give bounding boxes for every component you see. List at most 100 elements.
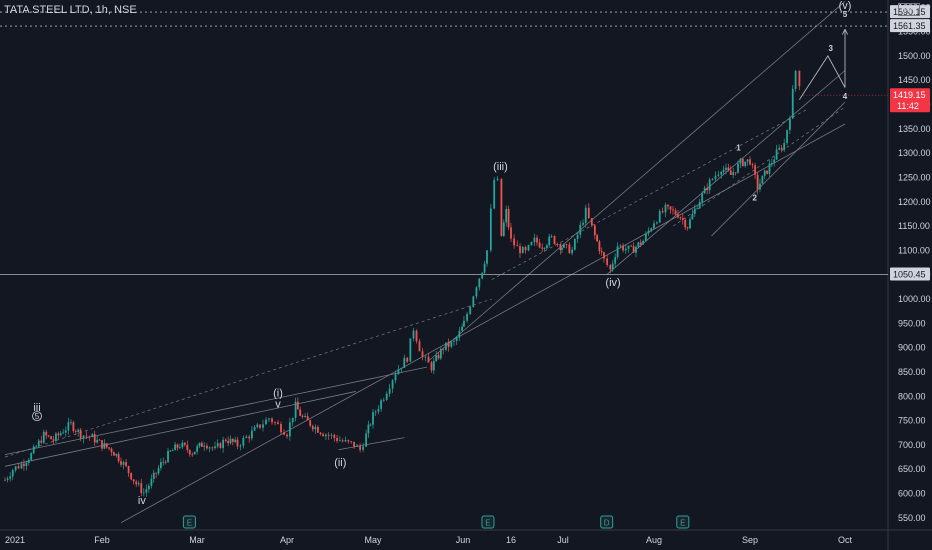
candle-body — [622, 245, 624, 251]
price-axis-tick-label: 1350.00 — [898, 124, 931, 134]
candle-body — [224, 439, 227, 442]
time-axis-tick-label: Sep — [742, 535, 758, 545]
price-axis-tick-label: 950.00 — [898, 318, 926, 328]
candle-body — [541, 247, 544, 249]
candle-body — [362, 446, 365, 450]
candle-body — [62, 432, 65, 434]
candle-body — [584, 207, 587, 223]
candle-body — [619, 245, 622, 247]
candle-body — [301, 415, 304, 418]
wave-label: iv — [138, 495, 146, 507]
candle-body — [598, 241, 601, 252]
candle-body — [556, 243, 559, 245]
candle-body — [183, 442, 186, 445]
channel-midline — [4, 298, 492, 458]
candle-body — [74, 431, 77, 432]
candle-body — [611, 263, 614, 270]
price-axis-tick-label: 1000.00 — [898, 294, 931, 304]
candle-body — [353, 441, 355, 447]
wave-label: v — [275, 398, 281, 410]
price-axis-tick-label: 650.00 — [898, 464, 926, 474]
candle-body — [112, 452, 115, 456]
candle-body — [256, 424, 259, 428]
candle-body — [639, 242, 642, 245]
candle-body — [561, 247, 563, 250]
candle-body — [486, 250, 488, 264]
candle-body — [162, 461, 165, 463]
candle-body — [447, 342, 450, 347]
candle-body — [294, 401, 297, 418]
price-axis-tick-label: 850.00 — [898, 367, 926, 377]
candle-body — [734, 172, 737, 174]
event-marker-label: E — [187, 519, 192, 528]
time-axis-tick-label: Feb — [94, 535, 110, 545]
event-marker-label: E — [485, 519, 490, 528]
candle-body — [609, 264, 612, 270]
candle-body — [590, 218, 593, 226]
candle-body — [453, 341, 455, 342]
candle-body — [6, 478, 9, 481]
candle-body — [432, 360, 435, 371]
candle-body — [179, 447, 181, 449]
candle-body — [372, 412, 374, 425]
candle-body — [130, 472, 133, 480]
candle-body — [472, 296, 475, 307]
time-axis-tick-label: Apr — [280, 535, 294, 545]
candle-body — [593, 225, 596, 236]
candle-body — [530, 242, 533, 246]
candle-body — [794, 70, 797, 89]
candle-body — [259, 424, 261, 428]
candle-body — [122, 462, 125, 465]
wave-label: (iv) — [605, 277, 620, 289]
candle-body — [672, 209, 674, 211]
candle-body — [248, 436, 251, 439]
candle-body — [20, 463, 23, 469]
candle-body — [647, 230, 650, 234]
candle-body — [108, 447, 111, 449]
candle-body — [211, 447, 214, 449]
price-axis-tick-label: 1100.00 — [898, 245, 930, 255]
candle-body — [725, 167, 727, 170]
candle-body — [445, 342, 447, 350]
trend-line — [338, 437, 405, 451]
candle-body — [632, 246, 635, 253]
candle-body — [191, 454, 194, 456]
candle-body — [311, 425, 314, 430]
candle-body — [565, 244, 568, 246]
candle-body — [394, 374, 397, 381]
candle-body — [359, 445, 361, 450]
candle-body — [630, 245, 633, 247]
level-price-tag — [890, 267, 930, 281]
price-axis-tick-label: 1450.00 — [898, 75, 931, 85]
candle-body — [458, 330, 461, 338]
candle-body — [32, 446, 35, 454]
candle-body — [493, 179, 496, 209]
candle-body — [469, 306, 472, 314]
candle-body — [637, 242, 640, 247]
trend-line — [711, 101, 846, 237]
candle-body — [627, 245, 630, 249]
candle-body — [679, 217, 682, 219]
time-axis-tick-label: Jul — [557, 535, 569, 545]
candle-body — [174, 444, 177, 451]
candle-body — [251, 430, 253, 439]
currency-badge[interactable]: INR — [898, 3, 920, 16]
wave-label: 1 — [736, 144, 741, 153]
candle-body — [171, 450, 174, 451]
candle-body — [55, 433, 57, 441]
candle-body — [538, 242, 541, 248]
event-marker — [481, 515, 495, 529]
candle-body — [568, 244, 571, 254]
wave-label: (i) — [273, 387, 283, 399]
price-axis-tick-label: 750.00 — [898, 416, 926, 426]
candle-body — [744, 161, 747, 167]
candle-body — [427, 356, 430, 363]
candle-body — [722, 169, 725, 172]
candle-body — [82, 435, 85, 439]
candle-body — [132, 479, 135, 482]
trend-line — [4, 366, 428, 456]
candle-body — [317, 426, 319, 433]
candle-body — [239, 445, 242, 447]
candle-body — [751, 164, 754, 166]
